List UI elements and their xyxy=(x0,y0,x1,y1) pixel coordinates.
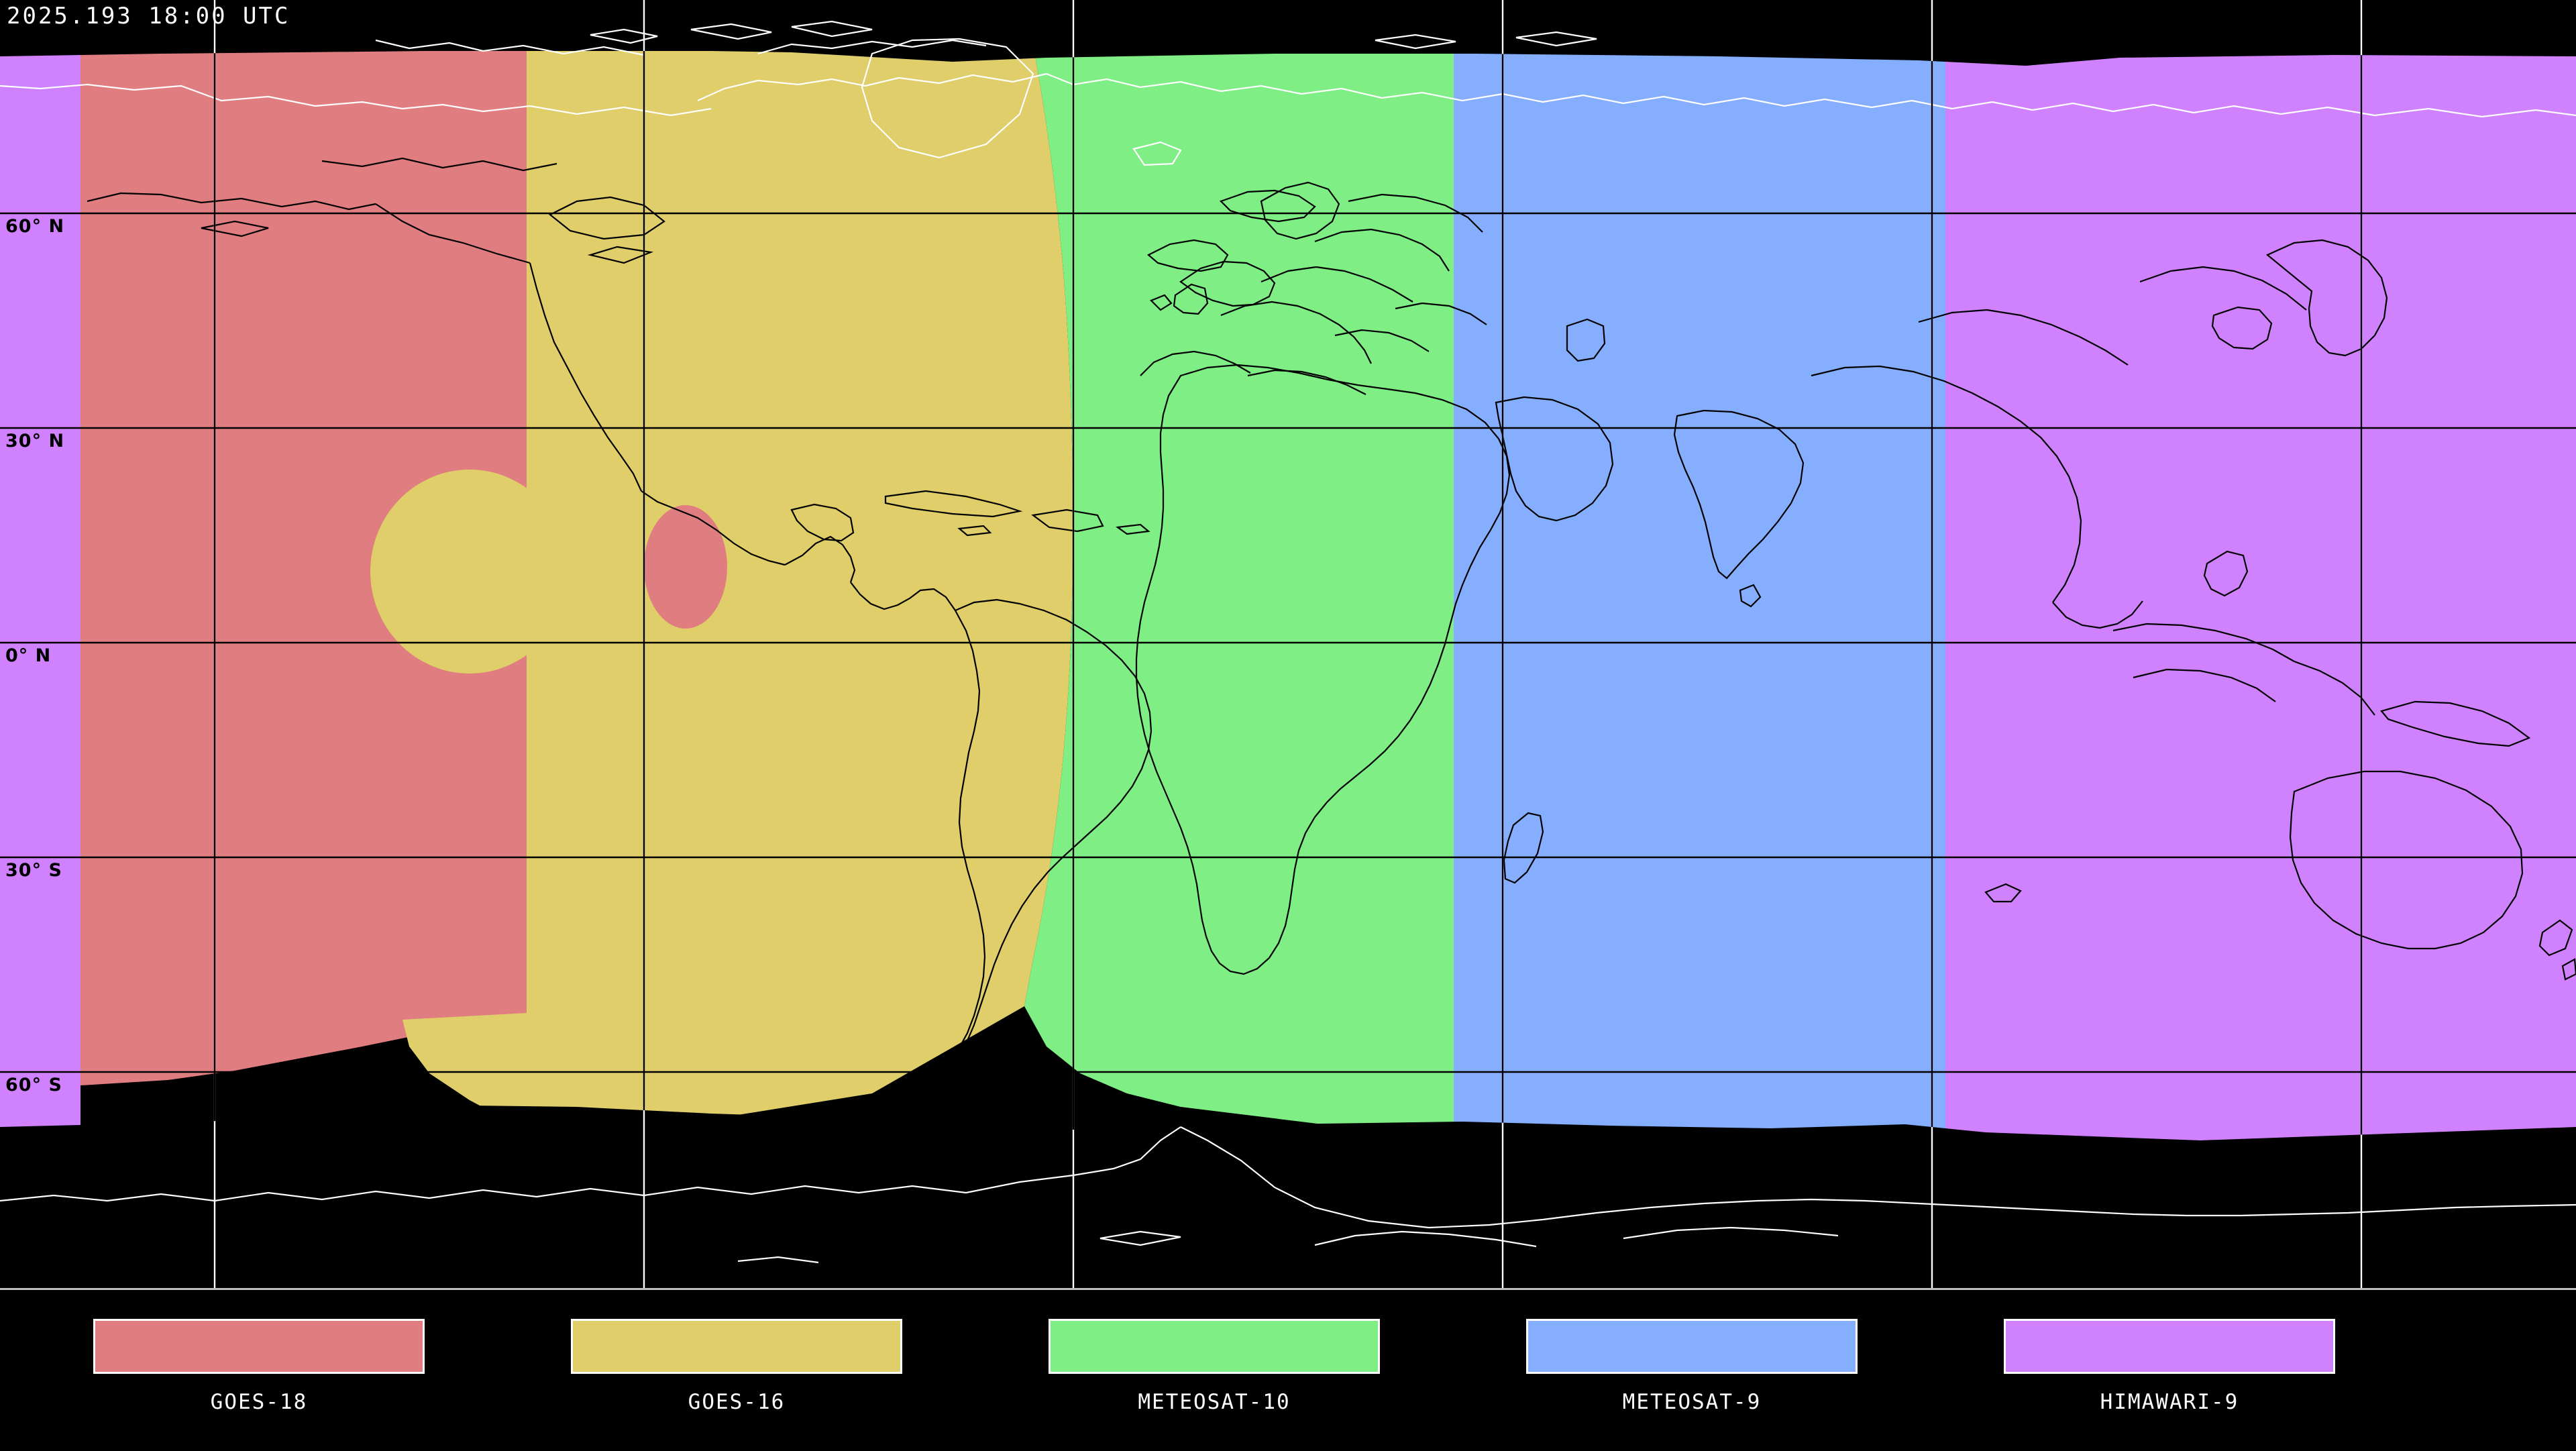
legend-row: GOES-18 GOES-16 METEOSAT-10 METEOSAT-9 H… xyxy=(0,1290,2576,1451)
legend-item-meteosat-9[interactable]: METEOSAT-9 xyxy=(1453,1290,1931,1414)
coastlines-arctic-antarctic xyxy=(0,20,2576,1264)
region-goes-16 xyxy=(402,51,1073,1122)
map-panel[interactable]: 2025.193 18:00 UTC 60° N 30° N 0° N 30° … xyxy=(0,0,2576,1288)
lat-label-30s: 30° S xyxy=(5,860,62,881)
legend-item-meteosat-10[interactable]: METEOSAT-10 xyxy=(975,1290,1453,1414)
legend-swatch-himawari-9 xyxy=(2004,1319,2335,1374)
goes18-disc-bulge xyxy=(644,505,727,629)
timestamp-label: 2025.193 18:00 UTC xyxy=(7,3,290,30)
legend-swatch-meteosat-9 xyxy=(1526,1319,1858,1374)
lat-label-30n: 30° N xyxy=(5,431,65,451)
himawari9-wrap-strip xyxy=(0,51,80,1140)
lat-label-60n: 60° N xyxy=(5,216,65,237)
coverage-regions xyxy=(0,51,2576,1140)
region-goes-18 xyxy=(80,51,527,1085)
goes16-disc-bulge xyxy=(370,470,569,674)
legend-swatch-goes-18 xyxy=(93,1319,425,1374)
graticule-over-coverage xyxy=(0,0,2576,1288)
coastlines-over-coverage xyxy=(87,157,2576,1077)
legend-label-goes-18: GOES-18 xyxy=(210,1390,308,1414)
legend-swatch-goes-16 xyxy=(571,1319,902,1374)
legend-item-goes-16[interactable]: GOES-16 xyxy=(498,1290,975,1414)
legend-item-goes-18[interactable]: GOES-18 xyxy=(20,1290,498,1414)
legend-swatch-meteosat-10 xyxy=(1049,1319,1380,1374)
region-meteosat-10 xyxy=(1024,51,1454,1140)
legend-label-meteosat-9: METEOSAT-9 xyxy=(1622,1390,1762,1414)
region-himawari-9 xyxy=(1945,51,2576,1140)
region-meteosat-9 xyxy=(1454,51,1945,1140)
world-coverage-map[interactable] xyxy=(0,0,2576,1288)
legend-label-goes-16: GOES-16 xyxy=(688,1390,786,1414)
legend-item-himawari-9[interactable]: HIMAWARI-9 xyxy=(1931,1290,2408,1414)
legend-label-meteosat-10: METEOSAT-10 xyxy=(1138,1390,1291,1414)
legend-panel: GOES-18 GOES-16 METEOSAT-10 METEOSAT-9 H… xyxy=(0,1288,2576,1449)
legend-label-himawari-9: HIMAWARI-9 xyxy=(2100,1390,2239,1414)
lat-label-0n: 0° N xyxy=(5,645,52,666)
lat-label-60s: 60° S xyxy=(5,1075,62,1095)
